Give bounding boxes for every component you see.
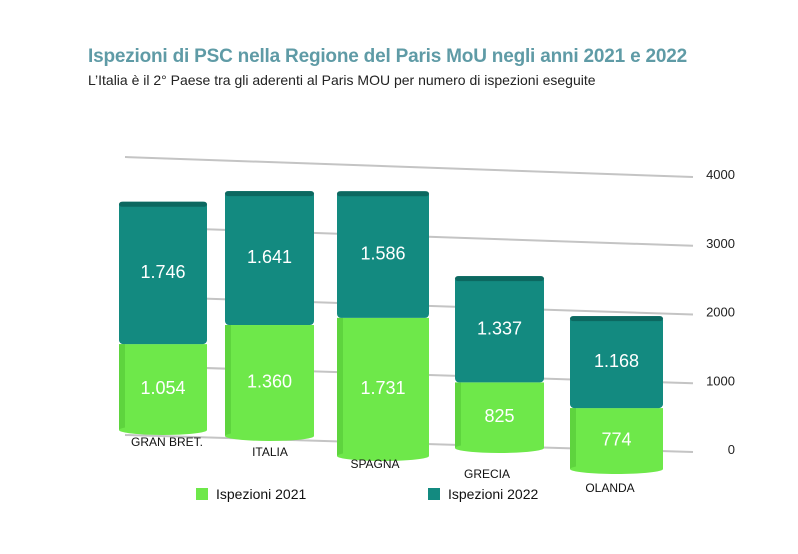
bar-2021-1 <box>225 325 314 436</box>
bar-2021-edge-2 <box>337 317 343 456</box>
bar-2021-2 <box>337 317 429 456</box>
bar-2022-0 <box>119 201 207 345</box>
data-label-2021-1: 1.360 <box>247 372 292 392</box>
category-label-3: GRECIA <box>464 467 510 481</box>
category-label-0: GRAN BRET. <box>131 435 203 449</box>
bar-2022-3 <box>455 276 544 383</box>
bar-2021-edge-4 <box>570 408 576 469</box>
y-tick-label-0: 0 <box>728 442 735 457</box>
bar-2021-4 <box>570 408 663 469</box>
data-label-2021-2: 1.731 <box>360 378 405 398</box>
bar-2022-cap-0 <box>119 201 207 207</box>
bar-2022-cap-4 <box>570 316 663 322</box>
bar-2021-3 <box>455 382 544 448</box>
legend-item-2021: Ispezioni 2021 <box>196 486 306 502</box>
y-tick-label-4000: 4000 <box>706 167 735 182</box>
gridline-4000 <box>124 156 694 178</box>
data-label-2022-0: 1.746 <box>140 262 185 282</box>
bar-2022-cap-2 <box>337 191 429 197</box>
bar-2022-cap-3 <box>455 276 544 282</box>
legend-label-2022: Ispezioni 2022 <box>448 486 539 502</box>
bar-2021-base-3 <box>455 443 544 453</box>
legend-swatch-2021 <box>196 488 208 500</box>
data-label-2021-3: 825 <box>484 406 514 426</box>
data-label-2022-3: 1.337 <box>477 318 522 338</box>
category-label-4: OLANDA <box>585 481 634 495</box>
chart-title: Ispezioni di PSC nella Regione del Paris… <box>88 46 688 67</box>
legend-swatch-2022 <box>428 488 440 500</box>
y-tick-label-3000: 3000 <box>706 236 735 251</box>
legend-item-2022: Ispezioni 2022 <box>428 486 538 502</box>
data-label-2022-1: 1.641 <box>247 247 292 267</box>
bar-2022-cap-1 <box>225 191 314 197</box>
bar-2021-base-0 <box>119 425 207 435</box>
bar-2021-base-1 <box>225 431 314 441</box>
data-label-2021-0: 1.054 <box>140 378 185 398</box>
bar-2021-edge-1 <box>225 325 231 436</box>
category-label-1: ITALIA <box>252 445 288 459</box>
data-label-2021-4: 774 <box>601 430 631 450</box>
bar-2022-2 <box>337 191 429 318</box>
bar-2022-1 <box>225 191 314 326</box>
bar-2021-0 <box>119 344 207 430</box>
y-tick-label-2000: 2000 <box>706 305 735 320</box>
legend-label-2021: Ispezioni 2021 <box>216 486 307 502</box>
bar-2021-edge-3 <box>455 382 461 448</box>
data-label-2022-4: 1.168 <box>594 351 639 371</box>
y-tick-label-1000: 1000 <box>706 373 735 388</box>
data-label-2022-2: 1.586 <box>360 244 405 264</box>
bar-2021-base-2 <box>337 451 429 461</box>
bar-2022-4 <box>570 316 663 409</box>
chart-subtitle: L’Italia è il 2° Paese tra gli aderenti … <box>88 72 596 88</box>
bar-2021-base-4 <box>570 464 663 474</box>
category-label-2: SPAGNA <box>350 457 399 471</box>
bar-2021-edge-0 <box>119 344 125 430</box>
